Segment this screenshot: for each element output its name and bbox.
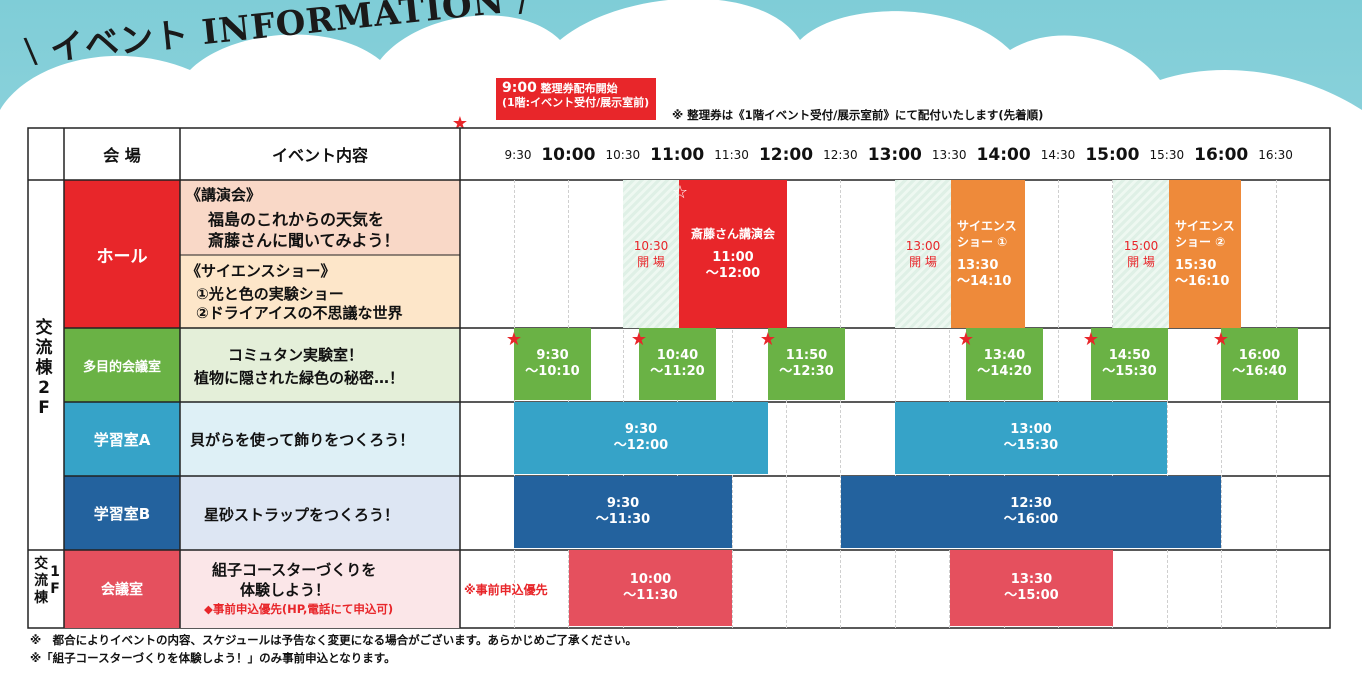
meeting-line3: ◆事前申込優先(HP,電話にて申込可) bbox=[204, 602, 394, 616]
room-a-bar-1: 9:30 ～12:00 bbox=[514, 402, 768, 474]
room-a-bar-2: 13:00 ～15:30 bbox=[895, 402, 1167, 474]
venue-hall: ホール bbox=[96, 246, 148, 267]
floor-2f-label: 交流 棟 2 F bbox=[35, 318, 53, 418]
time-tick: 15:30 bbox=[1149, 148, 1185, 162]
hall-lecture-line1: 福島のこれからの天気を bbox=[208, 210, 385, 229]
slot-star-icon: ★ bbox=[957, 329, 975, 350]
multi-line1: コミュタン実験室！ bbox=[228, 346, 364, 364]
time-gridline bbox=[1275, 180, 1277, 628]
time-tick: 12:30 bbox=[823, 148, 858, 162]
hall-open-1030: 10:30 開 場 bbox=[623, 180, 679, 328]
multi-slot-bar: 9:30 ～10:10 bbox=[514, 328, 591, 400]
time-tick: 16:30 bbox=[1258, 148, 1293, 162]
time-tick: 9:30 bbox=[504, 148, 532, 162]
venue-multi: 多目的会議室 bbox=[82, 359, 161, 375]
meeting-priority: ※事前申込優先 bbox=[464, 583, 548, 597]
hall-lecture-title: 《講演会》 bbox=[186, 186, 262, 204]
multi-slot-bar: 14:50 ～15:30 bbox=[1091, 328, 1168, 400]
time-gridline bbox=[786, 180, 787, 628]
ticket-start-place: (1階:イベント受付/展示室前) bbox=[502, 96, 650, 109]
ticket-note: ※ 整理券は《1階イベント受付/展示室前》にて配付いたします(先着順) bbox=[672, 108, 1044, 122]
time-tick: 10:00 bbox=[541, 145, 596, 165]
time-tick: 12:00 bbox=[758, 145, 814, 165]
time-tick: 11:00 bbox=[650, 145, 705, 165]
hall-open-1500: 15:00 開 場 bbox=[1113, 180, 1169, 328]
time-tick: 14:00 bbox=[976, 145, 1031, 165]
footer-note-1: ※ 都合によりイベントの内容、スケジュールは予告なく変更になる場合がございます。… bbox=[30, 633, 637, 647]
hall-lecture-bar: 斎藤さん講演会 11:00 ～12:00 bbox=[679, 180, 787, 328]
ticket-start-label: 整理券配布開始 bbox=[540, 82, 618, 95]
hall-show2-bar: サイエンス ショー ② 15:30 ～16:10 bbox=[1169, 180, 1241, 328]
room-b-text: 星砂ストラップをつくろう！ bbox=[204, 506, 400, 524]
room-a-text: 貝がらを使って飾りをつくろう！ bbox=[190, 431, 415, 449]
slot-star-icon: ★ bbox=[630, 329, 648, 350]
time-tick: 13:00 bbox=[867, 145, 922, 165]
hall-show-line1: ①光と色の実験ショー bbox=[196, 285, 344, 303]
slot-star-icon: ★ bbox=[505, 329, 523, 350]
hall-lecture-line2: 斎藤さんに聞いてみよう！ bbox=[208, 231, 400, 250]
time-gridline bbox=[840, 180, 842, 628]
multi-slot-bar: 11:50 ～12:30 bbox=[768, 328, 845, 400]
slot-star-icon: ★ bbox=[1082, 329, 1100, 350]
time-tick: 11:30 bbox=[714, 148, 749, 162]
time-gridline bbox=[1221, 180, 1223, 628]
multi-slot-bar: 10:40 ～11:20 bbox=[639, 328, 716, 400]
slot-star-icon: ★ bbox=[759, 329, 777, 350]
hall-show1-bar: サイエンス ショー ① 13:30 ～14:10 bbox=[951, 180, 1025, 328]
multi-slot-bar: 16:00 ～16:40 bbox=[1221, 328, 1298, 400]
multi-line2: 植物に隠された緑色の秘密…！ bbox=[194, 369, 405, 387]
room-b-bar-2: 12:30 ～16:00 bbox=[841, 476, 1221, 548]
slot-star-icon: ★ bbox=[1212, 329, 1230, 350]
multi-slot-bar: 13:40 ～14:20 bbox=[966, 328, 1043, 400]
header-content: イベント内容 bbox=[271, 146, 368, 165]
time-tick: 14:30 bbox=[1040, 148, 1076, 162]
meeting-bar-1: 10:00 ～11:30 bbox=[569, 550, 732, 626]
hall-lecture-star-icon: ☆ bbox=[671, 182, 689, 203]
time-tick: 13:30 bbox=[931, 148, 967, 162]
time-tick: 10:30 bbox=[605, 148, 641, 162]
meeting-line2: 体験しよう！ bbox=[240, 581, 331, 599]
footer-note-2: ※「組子コースターづくりを体験しよう！」のみ事前申込となります。 bbox=[30, 651, 396, 665]
room-b-bar-1: 9:30 ～11:30 bbox=[514, 476, 732, 548]
hall-open-1300: 13:00 開 場 bbox=[895, 180, 951, 328]
venue-room-b: 学習室B bbox=[93, 504, 151, 523]
meeting-bar-2: 13:30 ～15:00 bbox=[950, 550, 1113, 626]
hall-show-title: 《サイエンスショー》 bbox=[186, 262, 336, 280]
meeting-line1: 組子コースターづくりを bbox=[212, 561, 377, 579]
ticket-start-time: 9:00 bbox=[502, 80, 537, 96]
hall-show-line2: ②ドライアイスの不思議な世界 bbox=[196, 304, 403, 322]
header-venue: 会 場 bbox=[103, 146, 141, 165]
venue-meeting: 会議室 bbox=[101, 582, 143, 598]
time-tick: 16:00 bbox=[1194, 145, 1249, 165]
ticket-start-box: 9:00 整理券配布開始 (1階:イベント受付/展示室前) bbox=[496, 78, 656, 120]
hall-lecture-bar-title: 斎藤さん講演会 bbox=[690, 227, 775, 241]
venue-room-a: 学習室A bbox=[93, 430, 151, 449]
time-tick: 15:00 bbox=[1085, 145, 1140, 165]
time-gridline bbox=[1166, 180, 1168, 628]
